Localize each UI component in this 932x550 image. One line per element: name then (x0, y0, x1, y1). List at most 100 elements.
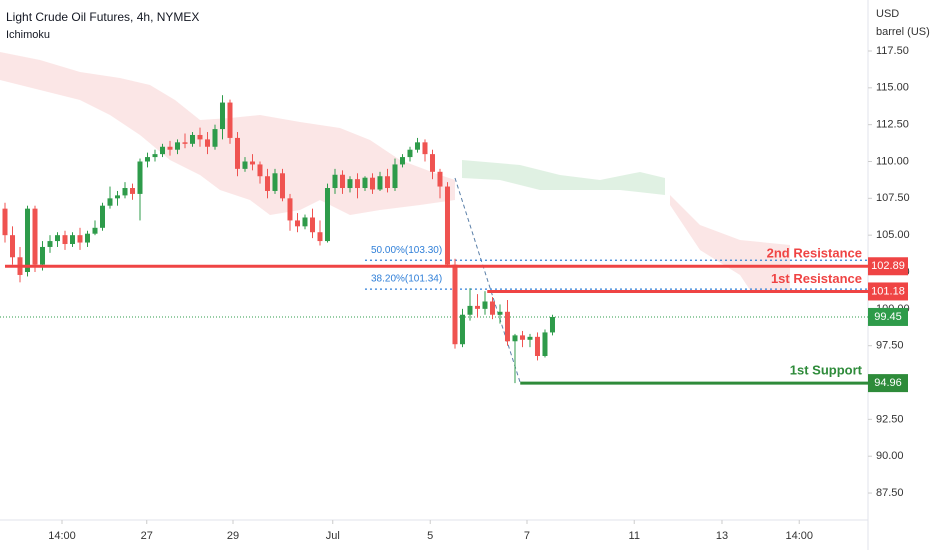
x-tick-label: 27 (141, 530, 153, 542)
cloud-bullish (462, 160, 665, 195)
y-tick-label: 115.00 (876, 82, 909, 94)
x-tick-label: 5 (427, 530, 433, 542)
candle-body (264, 176, 270, 191)
currency: USD (876, 8, 899, 20)
candle-body (347, 179, 353, 189)
candle-body (107, 198, 113, 206)
candle-body (324, 188, 330, 242)
y-tick-label: 110.00 (876, 155, 909, 167)
candle-body (189, 134, 195, 144)
x-tick-label: 7 (524, 530, 530, 542)
candle-body (129, 188, 135, 194)
candle-body (40, 246, 46, 265)
last-price-box (868, 307, 908, 326)
candle-body (167, 146, 173, 150)
candle-body (294, 220, 300, 227)
candle-body (309, 217, 315, 233)
candle-body (257, 164, 263, 177)
level-price-box (868, 257, 908, 276)
candle-body (332, 174, 338, 189)
level-name: 1st Support (790, 363, 863, 378)
level-price-label: 101.18 (871, 285, 905, 297)
candle-body (174, 142, 180, 150)
candle-body (234, 137, 240, 169)
candle-body (204, 139, 210, 147)
candle-body (272, 173, 278, 191)
candle-body (384, 176, 390, 189)
candle-body (152, 154, 158, 158)
candle-body (489, 301, 495, 315)
candle-body (242, 161, 248, 169)
candle-body (429, 154, 435, 172)
candle-body (212, 129, 218, 147)
candle-body (287, 198, 293, 221)
candle-body (369, 177, 375, 190)
x-tick-label: Jul (326, 530, 340, 542)
level-price-label: 102.89 (871, 260, 905, 272)
candle-body (474, 305, 480, 309)
candle-body (392, 164, 398, 189)
candle-body (504, 311, 510, 342)
candle-body (467, 305, 473, 315)
candle-body (452, 264, 458, 345)
candle-body (279, 173, 285, 199)
candle-body (399, 157, 405, 165)
candle-body (414, 142, 420, 150)
chart-title: Light Crude Oil Futures, 4h, NYMEX (6, 10, 199, 24)
x-tick-label: 29 (227, 530, 239, 542)
candle-body (512, 335, 518, 342)
indicator-name: Ichimoku (6, 29, 50, 41)
candle-body (249, 161, 255, 165)
candle-body (497, 311, 503, 315)
y-tick-label: 112.50 (876, 119, 909, 131)
candle-body (377, 176, 383, 190)
level-price-label: 94.96 (874, 377, 902, 389)
x-tick-label: 14:00 (785, 530, 813, 542)
candle-body (62, 235, 68, 245)
candle-body (444, 186, 450, 265)
candle-body (99, 205, 105, 228)
y-tick-label: 107.50 (876, 192, 910, 204)
candle-body (534, 336, 540, 356)
level-price-box (868, 282, 908, 301)
level-price-box (868, 374, 908, 393)
candle-body (407, 149, 413, 158)
candle-body (122, 188, 128, 196)
trend-line (454, 177, 521, 383)
fib-label: 38.20%(101.34) (371, 274, 442, 285)
candle-body (542, 332, 548, 356)
candle-body (362, 177, 368, 189)
candle-body (32, 208, 38, 265)
candle-body (422, 142, 428, 155)
candle-body (55, 235, 61, 242)
candle-body (197, 134, 203, 140)
candle-body (144, 157, 150, 162)
candle-body (482, 301, 488, 309)
candle-body (2, 208, 8, 236)
candle-body (77, 235, 83, 243)
candle-body (339, 174, 345, 189)
candle-body (227, 102, 233, 138)
candle-body (10, 235, 16, 258)
candle-body (519, 335, 525, 340)
candle-body (549, 316, 555, 333)
last-price-label: 99.45 (874, 311, 902, 323)
candle-body (114, 195, 120, 199)
y-tick-label: 87.50 (876, 487, 904, 499)
level-name: 2nd Resistance (767, 246, 862, 261)
level-name: 1st Resistance (771, 271, 862, 286)
candle-body (302, 217, 308, 227)
x-tick-label: 14:00 (48, 530, 76, 542)
y-tick-label: 92.50 (876, 413, 904, 425)
fib-label: 50.00%(103.30) (371, 245, 442, 256)
candle-body (459, 314, 465, 345)
x-tick-label: 13 (716, 530, 728, 542)
candle-body (182, 142, 188, 144)
candle-body (47, 241, 53, 247)
y-tick-label: 117.50 (876, 45, 909, 57)
candle-body (137, 161, 143, 194)
candle-body (219, 102, 225, 130)
candle-body (354, 179, 360, 189)
